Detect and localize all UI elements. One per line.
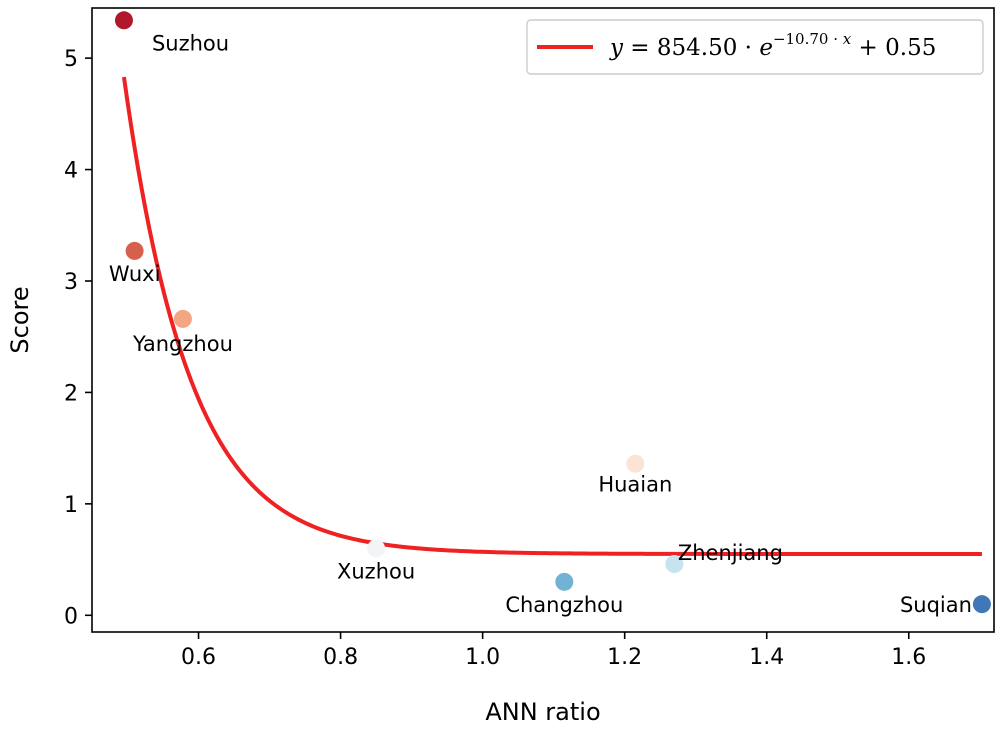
x-tick-label-1-4: 1.4 xyxy=(749,645,784,670)
point-changzhou xyxy=(555,572,574,591)
labels-layer: Suzhou Wuxi Yangzhou Huaian Xuzhou Zhenjiang C… xyxy=(109,31,972,617)
y-tick-label-1: 1 xyxy=(64,493,78,518)
point-huaian xyxy=(626,454,645,473)
point-wuxi xyxy=(125,241,144,260)
point-label-changzhou: Changzhou xyxy=(505,593,623,617)
legend: y = 854.50 · e−10.70 · x + 0.55 xyxy=(526,19,984,75)
x-tick-label-1-2: 1.2 xyxy=(607,645,642,670)
legend-label: y = 854.50 · e−10.70 · x + 0.55 xyxy=(609,30,936,61)
point-label-wuxi: Wuxi xyxy=(109,262,161,286)
legend-box xyxy=(526,19,984,75)
fit-layer xyxy=(121,76,982,556)
point-suqian xyxy=(972,595,991,614)
x-axis: 0.6 0.8 1.0 1.2 1.4 1.6 xyxy=(181,632,926,670)
point-zhenjiang xyxy=(665,555,684,574)
points-layer xyxy=(114,11,991,614)
y-tick-label-4: 4 xyxy=(64,159,78,184)
point-label-xuzhou: Xuzhou xyxy=(337,559,415,583)
y-axis: 0 1 2 3 4 5 xyxy=(64,47,92,629)
fit-curve xyxy=(121,76,982,556)
point-label-huaian: Huaian xyxy=(598,473,672,497)
x-tick-label-1-6: 1.6 xyxy=(891,645,926,670)
y-tick-label-0: 0 xyxy=(64,604,78,629)
point-label-suqian: Suqian xyxy=(900,593,972,617)
point-label-zhenjiang: Zhenjiang xyxy=(678,541,783,565)
point-label-suzhou: Suzhou xyxy=(152,31,229,55)
point-xuzhou xyxy=(367,539,386,558)
point-yangzhou xyxy=(173,309,192,328)
x-tick-label-1-0: 1.0 xyxy=(465,645,500,670)
x-tick-label-0-6: 0.6 xyxy=(181,645,216,670)
point-suzhou xyxy=(114,11,133,30)
y-tick-label-2: 2 xyxy=(64,381,78,406)
x-axis-label: ANN ratio xyxy=(485,698,600,726)
y-tick-label-3: 3 xyxy=(64,270,78,295)
point-label-yangzhou: Yangzhou xyxy=(132,332,233,356)
y-axis-label: Score xyxy=(6,286,34,353)
x-tick-label-0-8: 0.8 xyxy=(323,645,358,670)
y-tick-label-5: 5 xyxy=(64,47,78,72)
plot-frame xyxy=(91,7,995,633)
